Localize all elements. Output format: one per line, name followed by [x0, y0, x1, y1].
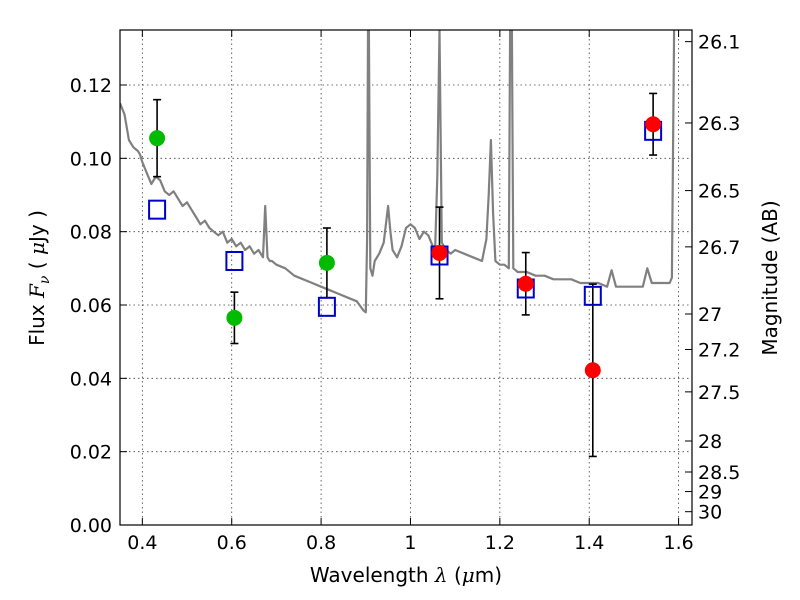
magnitude-tick-label: 26.7 [698, 237, 740, 259]
x-tick-label: 0.8 [306, 532, 336, 554]
y-axis-label: Flux Fν ( μJy ) [25, 210, 53, 346]
x-tick-label: 0.6 [217, 532, 247, 554]
x-tick-label: 1.2 [485, 532, 515, 554]
magnitude-tick-label: 27 [698, 304, 722, 326]
magnitude-tick-label: 26.1 [698, 32, 740, 54]
magnitude-tick-label: 26.3 [698, 113, 740, 135]
y-tick-label: 0.06 [70, 295, 112, 317]
y-tick-label: 0.12 [70, 75, 112, 97]
model-spectrum-line [120, 30, 676, 314]
magnitude-tick-label: 27.2 [698, 340, 740, 362]
x-tick-label: 1.6 [663, 532, 693, 554]
red-data-point [517, 275, 534, 292]
red-data-point [431, 244, 448, 261]
green-data-point [226, 309, 243, 326]
observed-photometry-points [149, 116, 662, 379]
magnitude-tick-label: 28.5 [698, 462, 740, 484]
model-square [225, 251, 244, 271]
x-axis-ticks: 0.4 0.6 0.8 1 1.2 1.4 1.6 [127, 30, 694, 554]
plot-background [120, 30, 692, 525]
magnitude-axis-label: Magnitude (AB) [758, 200, 782, 355]
x-tick-label: 1.4 [574, 532, 604, 554]
red-data-point [584, 362, 601, 379]
magnitude-tick-label: 28 [698, 431, 722, 453]
x-axis-label: Wavelength λ (μm) [310, 563, 502, 587]
y-tick-label: 0.08 [70, 222, 112, 244]
plot-area [120, 30, 676, 314]
x-tick-label: 0.4 [127, 532, 157, 554]
y-tick-label: 0.10 [70, 148, 112, 170]
y-tick-label: 0.04 [70, 368, 112, 390]
red-data-point [645, 116, 662, 133]
magnitude-tick-label: 29 [698, 482, 722, 504]
model-square [583, 285, 602, 306]
green-data-point [149, 130, 166, 147]
y-tick-label: 0.02 [70, 442, 112, 464]
green-data-point [318, 254, 335, 271]
magnitude-tick-label: 27.5 [698, 382, 740, 404]
magnitude-tick-label: 26.5 [698, 181, 740, 203]
model-square [148, 199, 167, 220]
magnitude-tick-label: 30 [698, 502, 722, 524]
x-tick-label: 1 [404, 532, 416, 554]
model-square [317, 296, 336, 317]
y-axis-ticks: 0.00 0.02 0.04 0.06 0.08 0.10 0.12 [70, 75, 127, 537]
plot-frame [119, 29, 693, 526]
y-tick-label: 0.00 [70, 515, 112, 537]
